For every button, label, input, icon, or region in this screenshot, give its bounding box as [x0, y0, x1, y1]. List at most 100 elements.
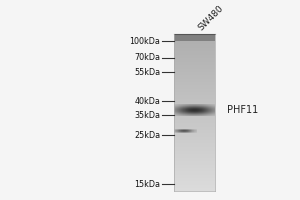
Bar [174, 106, 215, 107]
Bar [174, 39, 215, 40]
Bar [174, 184, 215, 185]
Bar [174, 147, 215, 148]
Bar [174, 125, 215, 126]
Bar [174, 89, 215, 90]
Bar [174, 141, 215, 142]
Bar [174, 34, 215, 41]
Bar [174, 142, 215, 143]
Text: 70kDa: 70kDa [134, 53, 160, 62]
Bar [174, 111, 215, 112]
Bar [174, 50, 215, 51]
Bar [174, 61, 215, 62]
Bar [174, 128, 215, 129]
Bar [174, 71, 215, 72]
Bar [174, 96, 215, 97]
Bar [174, 180, 215, 181]
Bar [174, 137, 215, 138]
Bar [174, 70, 215, 71]
Bar [174, 149, 215, 150]
Bar [174, 78, 215, 79]
Bar [174, 62, 215, 63]
Bar [174, 143, 215, 144]
Bar [174, 51, 215, 52]
Bar [174, 176, 215, 177]
Bar [174, 185, 215, 186]
Bar [174, 87, 215, 88]
Bar [174, 159, 215, 160]
Bar [174, 80, 215, 81]
Bar [174, 113, 215, 114]
Bar [174, 153, 215, 154]
Bar [174, 171, 215, 172]
Bar [174, 42, 215, 43]
Bar [174, 186, 215, 187]
Bar [174, 177, 215, 178]
Bar [174, 35, 215, 36]
Bar [174, 189, 215, 190]
Bar [174, 190, 215, 191]
Bar [174, 36, 215, 37]
Bar [174, 169, 215, 170]
Bar [174, 123, 215, 124]
Bar [174, 94, 215, 95]
Bar [174, 121, 215, 122]
Bar [174, 100, 215, 101]
Bar [174, 120, 215, 121]
Bar [174, 146, 215, 147]
Bar [174, 82, 215, 83]
Bar [174, 109, 215, 110]
Bar [174, 116, 215, 117]
Bar [174, 170, 215, 171]
Bar [174, 49, 215, 50]
Bar [174, 139, 215, 140]
Bar [174, 48, 215, 49]
Bar [174, 135, 215, 136]
Bar [174, 102, 215, 103]
Bar [174, 131, 215, 132]
Bar [174, 45, 215, 46]
Bar [174, 79, 215, 80]
Bar [174, 65, 215, 66]
Bar [174, 134, 215, 135]
Bar [174, 72, 215, 73]
Bar [174, 75, 215, 76]
Bar [174, 64, 215, 65]
Bar [174, 124, 215, 125]
Bar [174, 76, 215, 77]
Bar [174, 37, 215, 38]
Bar [174, 145, 215, 146]
Bar [174, 167, 215, 168]
Bar [174, 155, 215, 156]
Bar [174, 164, 215, 165]
Bar [174, 115, 215, 116]
Bar [174, 77, 215, 78]
Bar [174, 129, 215, 130]
Bar [174, 54, 215, 55]
Bar [174, 66, 215, 67]
Bar [174, 148, 215, 149]
Bar [174, 60, 215, 61]
Bar [174, 172, 215, 173]
Bar [174, 144, 215, 145]
Bar [174, 46, 215, 47]
Bar [174, 140, 215, 141]
Bar [174, 84, 215, 85]
Bar [174, 56, 215, 57]
Bar [174, 174, 215, 175]
Text: SW480: SW480 [196, 4, 225, 32]
Bar [174, 91, 215, 92]
Bar [174, 151, 215, 152]
Bar [174, 175, 215, 176]
Bar [174, 43, 215, 44]
Bar [174, 67, 215, 68]
Bar [174, 103, 215, 104]
Text: 25kDa: 25kDa [134, 131, 160, 140]
Bar [174, 105, 215, 106]
Bar [174, 40, 215, 41]
Bar [174, 58, 215, 59]
Bar [174, 63, 215, 64]
Bar [174, 163, 215, 164]
Bar [174, 47, 215, 48]
Bar [174, 93, 215, 94]
Bar [174, 168, 215, 169]
